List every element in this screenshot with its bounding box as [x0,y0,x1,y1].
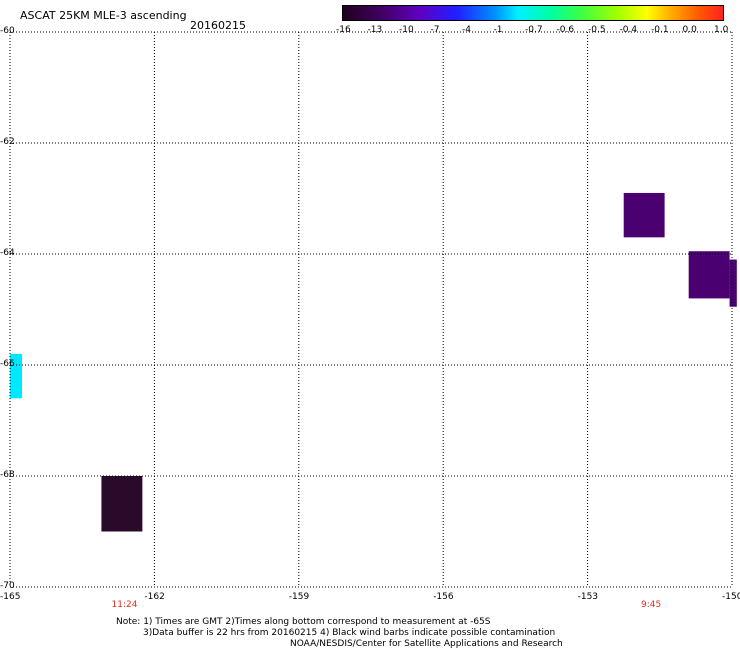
time-label: 9:45 [640,600,662,610]
latitude-tick-label: -62 [0,137,15,147]
latitude-tick-label: -70 [0,581,15,591]
note-line-1: Note: 1) Times are GMT 2)Times along bot… [116,617,491,627]
product-date: 20160215 [190,19,246,32]
colorbar-label: -4 [462,25,471,35]
colorbar-label: -1 [493,25,503,35]
map-frame [9,32,732,588]
data-cell [688,251,730,299]
longitude-tick-label: -159 [288,592,310,602]
colorbar-label: -16 [336,25,351,35]
latitude-tick-label: -66 [0,359,15,369]
colorbar-label: -0.1 [651,25,669,35]
colorbar-label: -7 [430,25,440,35]
data-cells [10,192,737,532]
longitude-tick-label: -150 [722,592,740,602]
latitude-tick-label: -60 [0,26,15,36]
latitude-tick-label: -68 [0,470,15,480]
product-title: ASCAT 25KM MLE-3 ascending [20,9,187,22]
time-label: 11:24 [111,600,138,610]
latitude-tick-label: -64 [0,248,15,258]
longitude-tick-label: -162 [144,592,165,602]
colorbar-label: -0.7 [525,25,543,35]
data-cell [101,476,143,532]
colorbar-label: 0.0 [682,25,697,35]
credit-line: NOAA/NESDIS/Center for Satellite Applica… [290,639,563,649]
colorbar-label: -13 [367,25,383,35]
colorbar-label: -0.4 [619,25,638,35]
colorbar-label: -0.5 [588,25,606,35]
colorbar-label: 1.0 [714,25,729,35]
note-line-2: 3)Data buffer is 22 hrs from 20160215 4)… [143,628,556,638]
longitude-tick-label: -153 [577,592,599,602]
longitude-tick-label: -165 [0,592,21,602]
data-cell [729,259,737,307]
longitude-tick-label: -156 [433,592,454,602]
data-cell [623,192,665,238]
colorbar [342,5,724,21]
colorbar-labels: -16 -13 -10 -7 -4 -1 -0.7 -0.6 -0.5 -0.4 -0.1 0.0 1.… [0,25,740,37]
colorbar-label: -10 [399,25,414,35]
colorbar-label: -0.6 [556,25,575,35]
